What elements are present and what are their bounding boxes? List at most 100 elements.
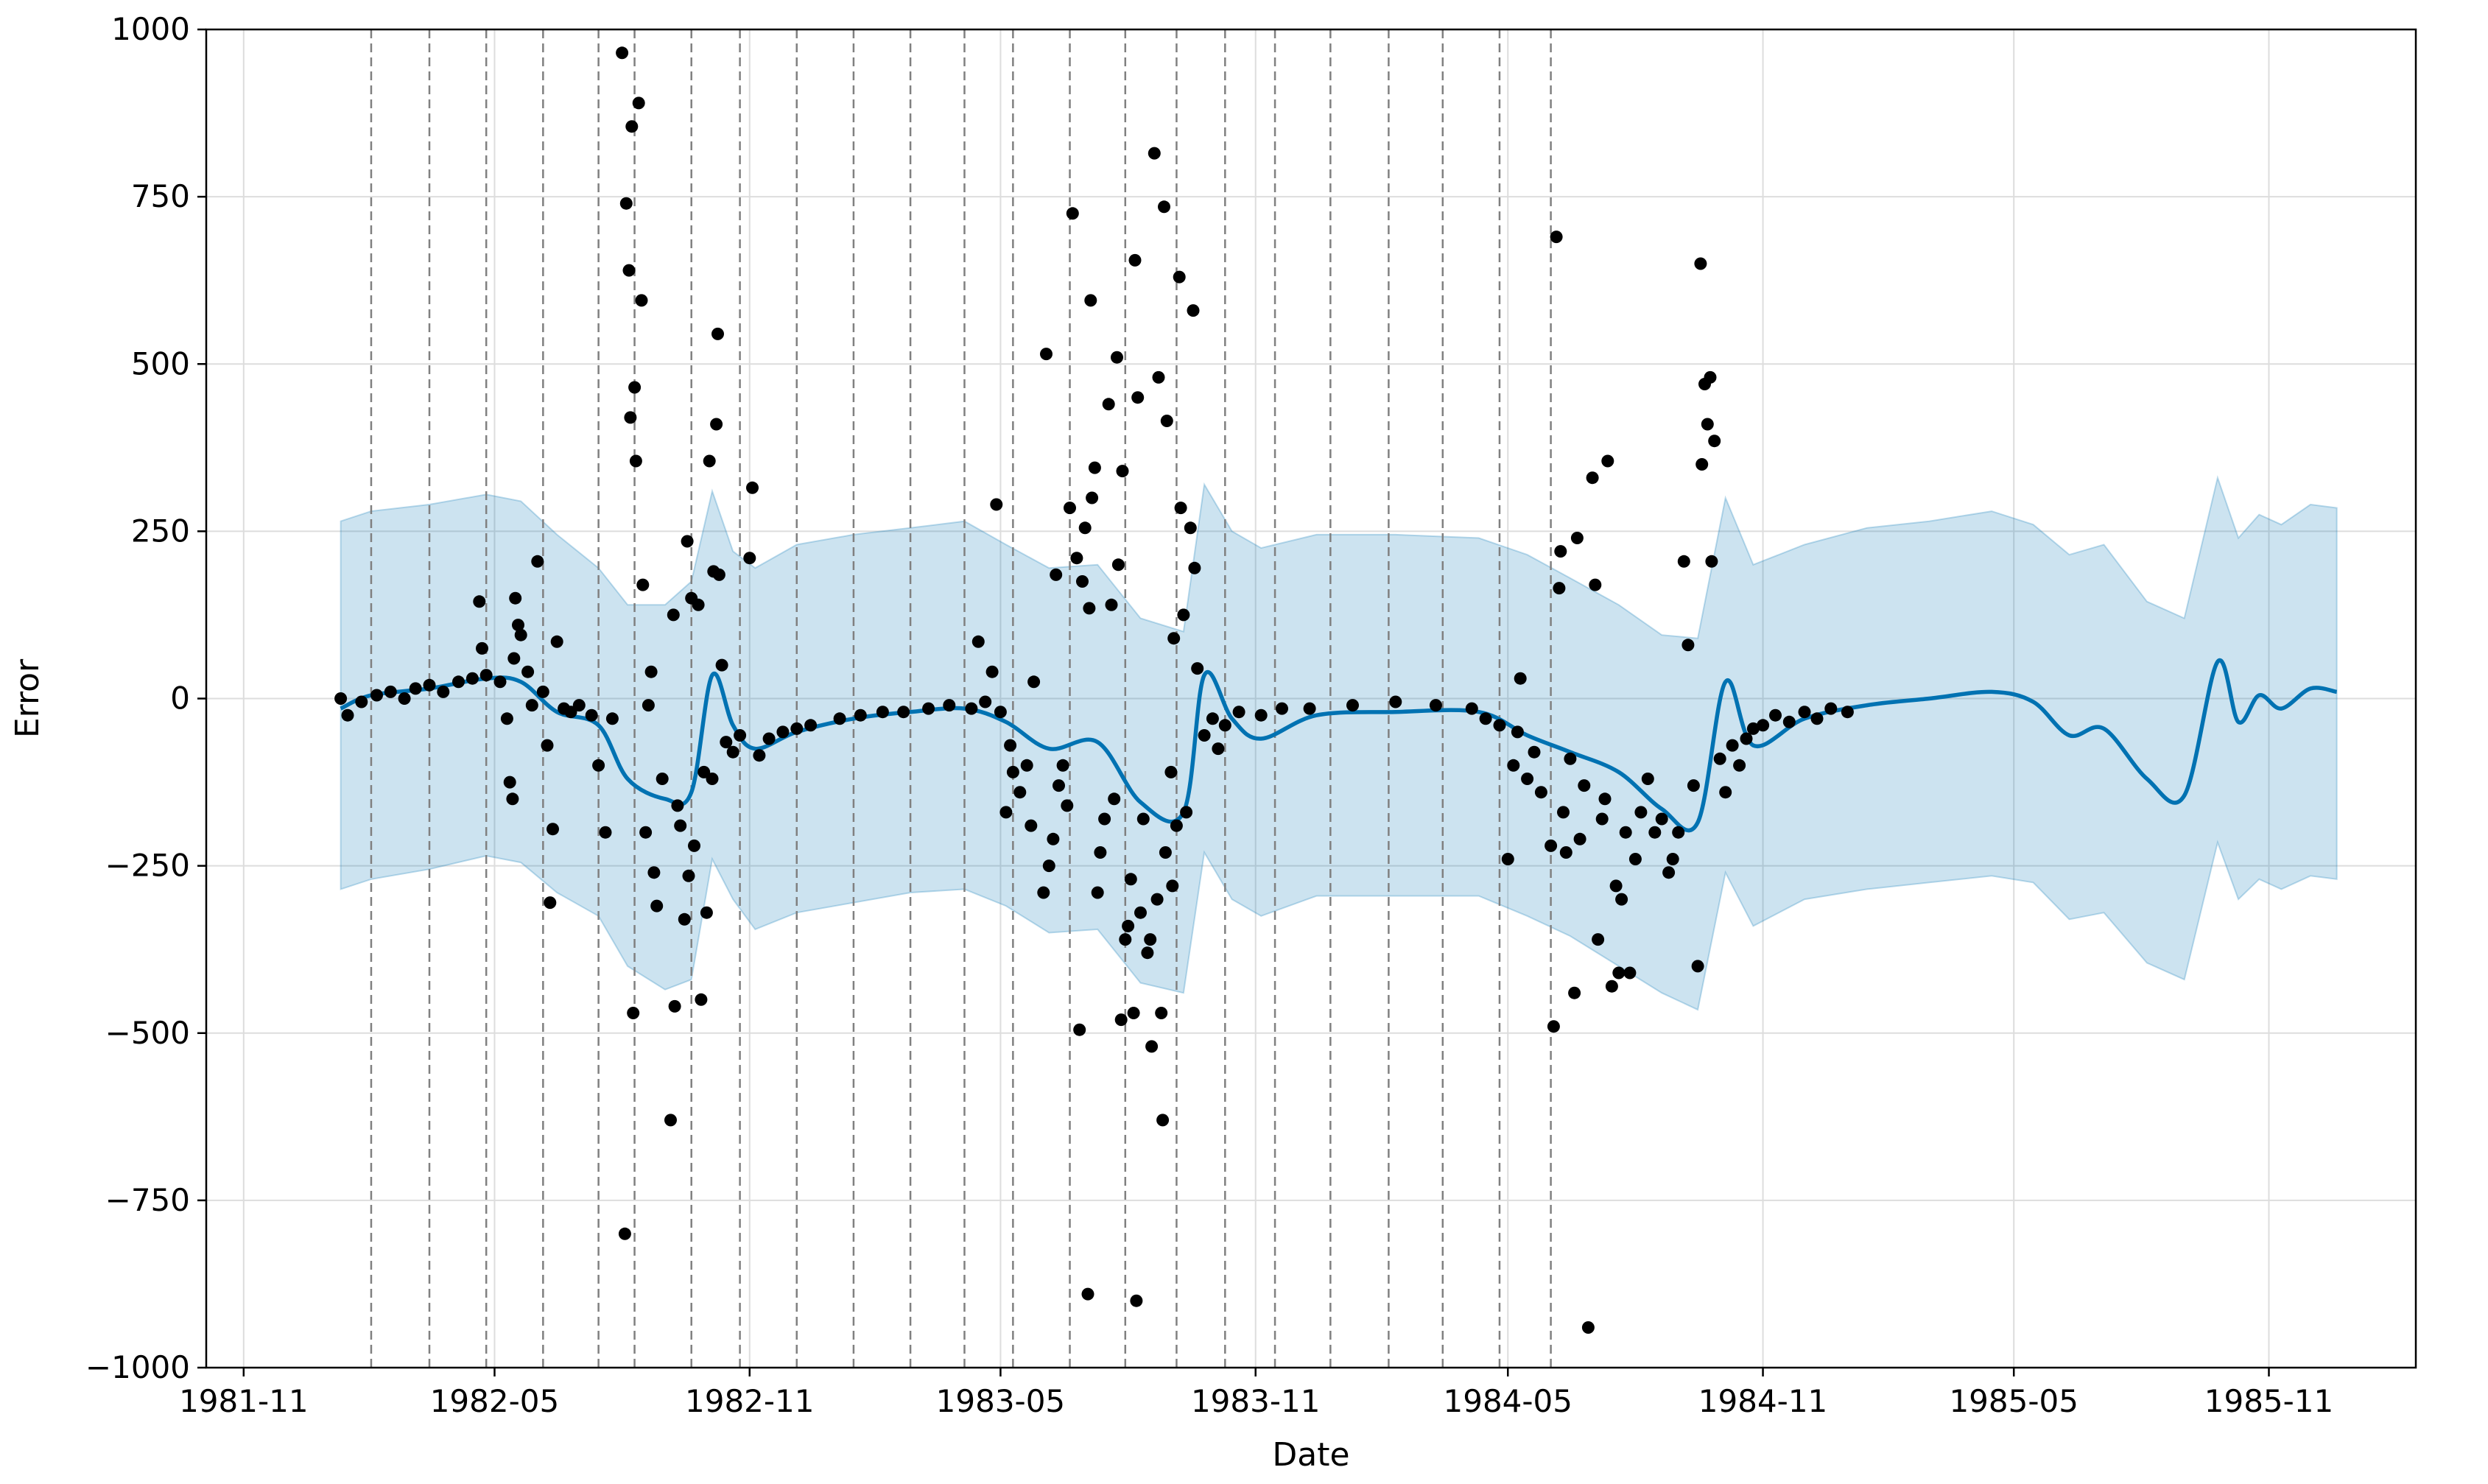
data-point [650, 899, 664, 912]
data-point [1020, 759, 1033, 772]
data-point [599, 826, 612, 839]
data-point [706, 773, 719, 785]
x-axis-label: Date [1272, 1436, 1349, 1474]
data-point [1254, 708, 1268, 722]
data-point [943, 699, 956, 712]
data-point [619, 197, 633, 210]
data-point [1070, 552, 1083, 565]
data-point [585, 708, 598, 722]
data-point [1091, 886, 1104, 899]
data-point [1066, 207, 1079, 220]
data-point [1086, 491, 1099, 504]
data-point [1184, 521, 1197, 535]
data-point [1578, 779, 1591, 792]
y-tick-label: 1000 [111, 11, 190, 47]
data-point [1094, 846, 1107, 859]
x-tick-label: 1983-05 [936, 1383, 1066, 1419]
data-point [1160, 415, 1173, 427]
data-point [1040, 348, 1053, 361]
data-point [544, 896, 557, 910]
data-point [334, 692, 348, 705]
data-point [1206, 712, 1219, 725]
y-tick-label: −500 [105, 1015, 190, 1051]
data-point [1180, 806, 1193, 819]
forecast-line [340, 658, 2338, 833]
data-point [1694, 257, 1707, 270]
data-point [1708, 435, 1721, 448]
data-point [1174, 502, 1187, 515]
data-point [671, 799, 684, 812]
data-point [1346, 699, 1359, 712]
data-point [999, 806, 1013, 819]
data-point [1521, 773, 1534, 785]
y-tick-label: −250 [105, 848, 190, 884]
data-point [1025, 819, 1038, 832]
data-point [1662, 866, 1676, 879]
data-point [776, 725, 790, 739]
data-point [720, 736, 733, 749]
data-point [1655, 812, 1668, 826]
data-point [753, 749, 766, 762]
data-point [1218, 719, 1231, 732]
data-point [1061, 799, 1074, 812]
x-tick-label: 1985-05 [1949, 1383, 2078, 1419]
x-tick-label: 1985-11 [2204, 1383, 2334, 1419]
data-point [1144, 933, 1157, 946]
data-point [1150, 893, 1164, 906]
data-point [452, 675, 465, 689]
data-point [644, 665, 658, 678]
x-tick-label: 1983-11 [1191, 1383, 1321, 1419]
data-point [922, 702, 935, 715]
y-tick-label: 750 [131, 178, 190, 214]
data-point [647, 866, 661, 879]
data-point [493, 675, 507, 689]
data-point [1064, 502, 1076, 515]
data-point [1493, 719, 1506, 732]
data-point [697, 765, 711, 778]
data-point [700, 906, 713, 919]
data-point [437, 685, 450, 698]
data-point [616, 46, 629, 60]
data-point [1303, 702, 1316, 715]
forecast-line-group [340, 658, 2338, 833]
data-point [1122, 919, 1135, 932]
y-tick-label: 500 [131, 345, 190, 381]
data-point [1145, 1040, 1159, 1053]
data-point [1134, 906, 1147, 919]
data-point [1586, 471, 1599, 485]
data-point [804, 719, 818, 732]
data-point [500, 712, 513, 725]
y-tick-label: 0 [170, 681, 190, 717]
data-point [1124, 873, 1137, 886]
data-point [1601, 454, 1614, 468]
data-point [1514, 672, 1527, 685]
data-point [370, 689, 383, 702]
data-point [1042, 859, 1055, 873]
data-point [639, 826, 653, 839]
data-point [674, 819, 687, 832]
x-tick-label: 1984-05 [1444, 1383, 1573, 1419]
data-point [618, 1227, 631, 1240]
data-point [1037, 886, 1050, 899]
data-point [1081, 1287, 1094, 1301]
data-point [1429, 699, 1442, 712]
data-point [1769, 708, 1782, 722]
data-point [635, 294, 648, 307]
data-point [743, 552, 756, 565]
data-point [1559, 846, 1572, 859]
data-point [398, 692, 411, 705]
data-point [536, 685, 549, 698]
data-point [854, 708, 867, 722]
data-point [1187, 304, 1200, 317]
data-point [1148, 147, 1161, 160]
data-point [1553, 582, 1566, 595]
data-point [1757, 719, 1770, 732]
data-point [1164, 765, 1178, 778]
data-point [1006, 765, 1019, 778]
data-point [1592, 933, 1605, 946]
data-point [514, 628, 527, 641]
data-point [1212, 742, 1225, 756]
data-point [985, 665, 999, 678]
